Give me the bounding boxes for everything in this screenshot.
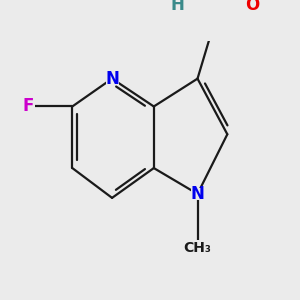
Text: H: H [171,0,184,14]
Text: N: N [105,70,119,88]
Bar [246,0,258,11]
Bar [106,73,118,85]
Text: O: O [245,0,259,14]
Bar [172,0,184,11]
Bar [191,188,204,200]
Text: CH₃: CH₃ [184,241,212,255]
Text: F: F [23,98,34,116]
Bar [22,101,35,112]
Text: N: N [190,185,205,203]
Bar [182,240,213,255]
